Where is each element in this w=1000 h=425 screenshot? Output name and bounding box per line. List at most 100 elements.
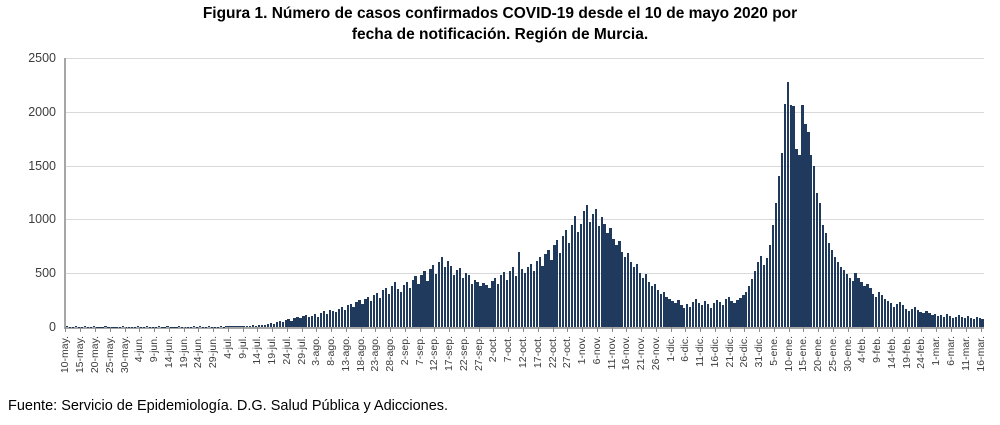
bar — [824, 233, 828, 327]
x-tick-label: 10-ene. — [782, 336, 795, 372]
x-tick-label: 17-oct. — [531, 336, 544, 369]
bar — [523, 273, 526, 327]
bar — [438, 262, 441, 327]
x-tick-label: 4-feb. — [856, 336, 869, 363]
bar — [662, 291, 665, 327]
bar — [594, 208, 597, 327]
bar — [851, 280, 854, 327]
bar — [325, 313, 329, 327]
x-tick — [685, 327, 687, 332]
bar — [836, 262, 840, 327]
x-tick-label: 4-jun. — [133, 336, 146, 363]
x-tick-label: 15-may. — [74, 336, 87, 374]
x-tick-label: 29-jul. — [295, 336, 308, 365]
bar — [783, 104, 786, 327]
x-tick-label: 23-ago. — [369, 336, 382, 372]
bar — [786, 81, 789, 327]
bar — [612, 238, 615, 327]
bar — [898, 302, 902, 327]
bar — [243, 326, 246, 327]
bar — [284, 320, 287, 327]
x-tick-label: 19-jun. — [177, 336, 190, 369]
x-tick — [729, 327, 731, 332]
bar — [910, 308, 913, 327]
bar — [907, 310, 910, 327]
bar — [387, 293, 391, 327]
bar — [266, 324, 270, 327]
bar — [544, 253, 547, 327]
y-axis-labels: 0 500 1000 1500 2000 2500 — [0, 51, 56, 334]
x-tick — [198, 327, 200, 332]
bar — [633, 266, 636, 327]
x-tick — [65, 327, 67, 332]
bar — [559, 252, 562, 327]
x-tick — [641, 327, 643, 332]
x-tick — [227, 327, 229, 332]
gridline — [66, 165, 984, 167]
bar — [449, 265, 453, 327]
x-tick-label: 12-oct. — [517, 336, 529, 369]
x-tick — [286, 327, 288, 332]
bar — [302, 316, 305, 327]
bar — [884, 299, 887, 327]
bar — [240, 325, 243, 327]
source-note: Fuente: Servicio de Epidemiología. D.G. … — [8, 398, 449, 414]
x-tick — [375, 327, 377, 332]
bar — [618, 240, 621, 327]
bar — [526, 266, 529, 327]
chart-title-line1: Figura 1. Número de casos confirmados CO… — [202, 5, 798, 22]
bar — [553, 245, 556, 327]
bar — [810, 154, 813, 327]
bar — [287, 318, 290, 327]
x-tick-label: 12-sep. — [428, 336, 441, 372]
x-tick-label: 19-jul. — [266, 336, 279, 365]
bar — [889, 303, 893, 327]
bar — [706, 304, 710, 327]
bar — [922, 313, 925, 327]
bar — [872, 293, 875, 327]
y-tick-label: 1500 — [28, 158, 56, 173]
bar — [721, 305, 724, 327]
bar — [570, 224, 574, 327]
bar — [482, 282, 485, 327]
bar — [311, 315, 314, 327]
bar — [916, 309, 919, 327]
x-tick — [670, 327, 672, 332]
bar — [609, 228, 612, 327]
bar — [863, 286, 866, 327]
bar — [234, 326, 237, 327]
bar — [260, 324, 264, 327]
bar — [869, 288, 872, 327]
bar — [901, 305, 904, 327]
x-tick — [877, 327, 879, 332]
bar — [913, 306, 916, 327]
bar — [423, 271, 426, 327]
x-tick-label: 14-jun. — [162, 336, 175, 369]
bar — [866, 283, 869, 327]
bar — [225, 326, 228, 327]
chart-area: 0 500 1000 1500 2000 2500 10-may. 15-may. 20-ma… — [0, 45, 1000, 397]
x-tick — [523, 327, 524, 332]
x-tick-label: 11-mar. — [959, 336, 972, 371]
bar — [452, 275, 456, 327]
x-tick — [154, 327, 156, 332]
x-tick-label: 2-sep. — [398, 336, 411, 366]
bar — [972, 318, 975, 327]
x-tick-label: 16-dic. — [708, 336, 721, 368]
bar — [444, 266, 447, 327]
x-tick — [832, 327, 834, 332]
x-tick-label: 1-dic. — [664, 336, 677, 362]
bar — [520, 268, 524, 327]
bar — [759, 255, 763, 327]
bar — [665, 296, 668, 327]
x-tick — [257, 327, 259, 332]
bar — [573, 216, 577, 327]
bar — [692, 302, 695, 327]
bar — [305, 315, 308, 327]
x-tick-label: 4-jul. — [221, 336, 234, 359]
x-tick — [537, 327, 539, 332]
gridline — [66, 219, 984, 221]
y-tick-label: 2500 — [28, 51, 56, 65]
x-tick-label: 22-oct. — [546, 336, 559, 369]
x-tick-label: 26-dic. — [738, 336, 751, 368]
